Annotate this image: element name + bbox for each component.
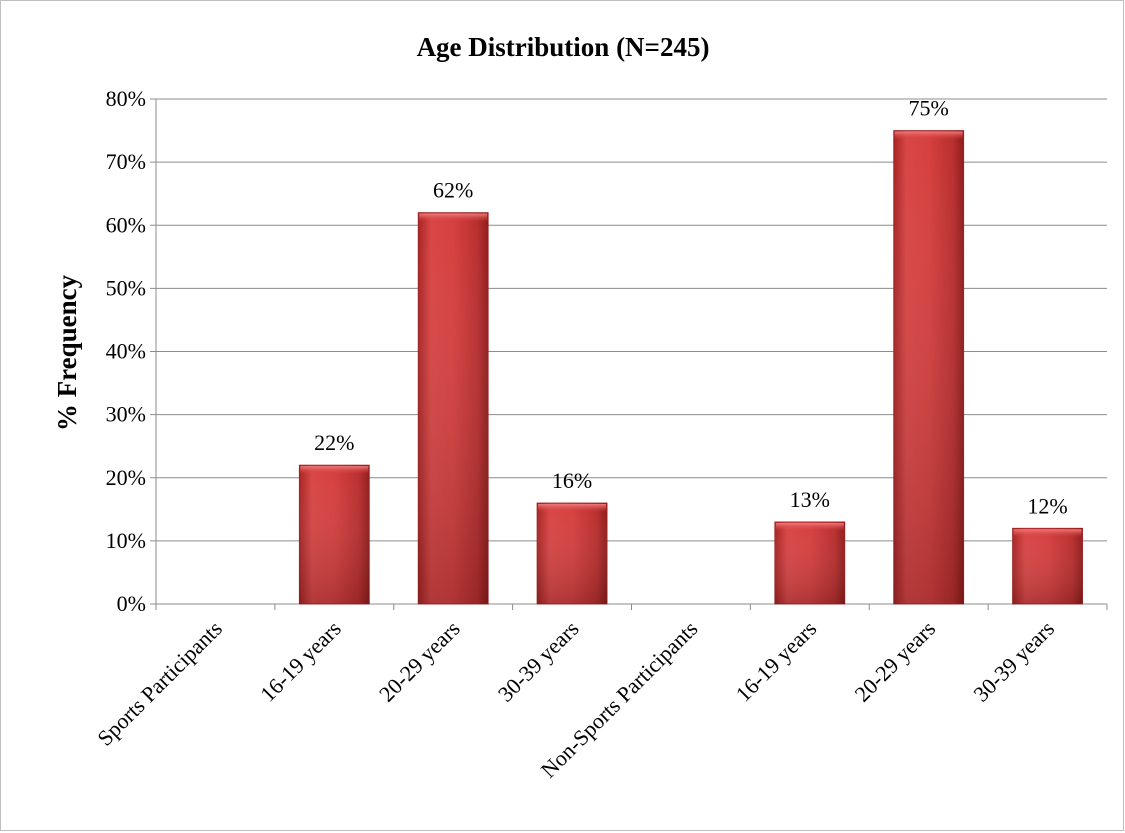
bar <box>298 464 370 605</box>
bar-bevel <box>300 466 369 475</box>
bar <box>1012 527 1083 605</box>
category-label: 30-39 years <box>493 616 584 707</box>
category-label: 20-29 years <box>850 616 941 707</box>
bars <box>298 130 1083 605</box>
chart-title: Age Distribution (N=245) <box>417 32 710 62</box>
bar-shade <box>1012 528 1083 604</box>
bar-shade <box>299 465 370 604</box>
y-tick-label: 80% <box>106 86 146 111</box>
bar-shade <box>537 503 608 604</box>
data-label: 13% <box>790 487 830 512</box>
y-tick-label: 60% <box>106 212 146 237</box>
data-label: 62% <box>433 178 473 203</box>
bar-shade <box>893 130 964 604</box>
y-tick-label: 0% <box>117 591 146 616</box>
bar-bevel <box>1013 529 1082 538</box>
data-label: 75% <box>909 96 949 121</box>
bar <box>774 521 846 605</box>
bar <box>893 130 965 605</box>
category-label: 16-19 years <box>255 616 346 707</box>
category-label: 16-19 years <box>731 616 822 707</box>
y-tick-label: 40% <box>106 339 146 364</box>
data-labels: 22% 62% 16% 13% 75% 12% <box>314 96 1068 519</box>
bar-shade <box>774 521 845 604</box>
bar-bevel <box>419 213 488 222</box>
category-label: Sports Participants <box>92 616 227 751</box>
data-label: 12% <box>1027 493 1067 518</box>
y-tick-label: 50% <box>106 275 146 300</box>
y-axis-label: % Frequency <box>52 274 82 431</box>
y-tick-label: 70% <box>106 149 146 174</box>
bar-shade <box>418 212 489 604</box>
category-labels: Sports Participants 16-19 years 20-29 year… <box>92 616 1059 783</box>
bar <box>417 212 489 605</box>
y-tick-label: 20% <box>106 465 146 490</box>
data-label: 16% <box>552 468 592 493</box>
category-label: 20-29 years <box>374 616 465 707</box>
data-label: 22% <box>314 430 354 455</box>
category-label: 30-39 years <box>968 616 1059 707</box>
bar <box>536 502 608 605</box>
bar-bevel <box>894 131 963 140</box>
bar-bevel <box>775 522 844 531</box>
y-tick-label: 10% <box>106 528 146 553</box>
y-tick-label: 30% <box>106 402 146 427</box>
bar-bevel <box>538 504 607 512</box>
y-axis-ticks: 0% 10% 20% 30% 40% 50% 60% 70% 80% <box>106 86 146 616</box>
